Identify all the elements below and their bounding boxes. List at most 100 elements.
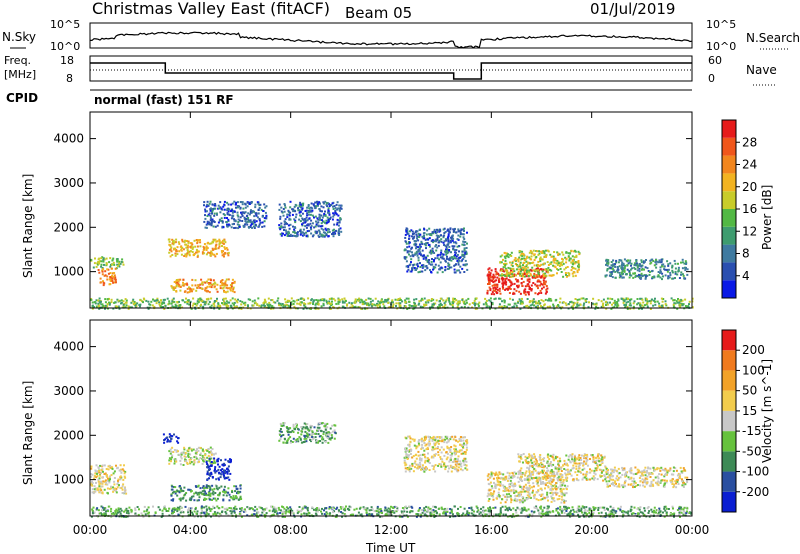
velocity-cell — [295, 438, 298, 441]
power-cell — [495, 273, 498, 276]
power-cell — [299, 210, 302, 213]
power-cell — [526, 284, 529, 287]
power-cell — [185, 254, 188, 257]
power-cell — [489, 300, 492, 303]
velocity-cell — [428, 438, 431, 441]
power-cell — [437, 241, 440, 244]
power-cell — [187, 299, 190, 302]
velocity-cell — [187, 456, 190, 458]
velocity-cell — [206, 494, 209, 497]
power-cell — [232, 288, 235, 291]
power-cell — [305, 235, 308, 238]
freq-tick-top: 18 — [60, 54, 74, 67]
power-cell — [315, 223, 318, 226]
power-cell — [535, 302, 537, 305]
velocity-cell — [117, 481, 120, 484]
velocity-cell — [297, 431, 300, 434]
power-cell — [653, 264, 656, 267]
power-cell — [640, 274, 643, 276]
power-cell — [236, 201, 239, 204]
velocity-cell — [436, 447, 439, 450]
power-cell — [116, 305, 119, 308]
velocity-cell — [169, 452, 172, 455]
power-cell — [595, 303, 598, 306]
power-cell — [185, 246, 188, 249]
power-cell — [439, 253, 442, 256]
power-cell — [318, 208, 321, 210]
velocity-cell — [418, 461, 421, 464]
velocity-cell — [172, 451, 175, 453]
power-cell — [112, 257, 115, 260]
power-cell — [111, 263, 114, 266]
power-cell — [432, 268, 434, 271]
power-cell — [524, 293, 527, 296]
power-cell — [185, 243, 187, 246]
power-cell — [542, 300, 545, 303]
power-cell — [258, 207, 261, 209]
power-cell — [607, 261, 610, 264]
power-cell — [182, 281, 184, 284]
power-cell — [537, 253, 540, 256]
velocity-cell — [461, 436, 464, 439]
power-cell — [226, 287, 229, 290]
power-cell — [452, 228, 455, 231]
velocity-cell — [434, 453, 437, 456]
power-cell — [519, 258, 522, 261]
velocity-cell — [499, 477, 502, 480]
power-cell — [227, 207, 230, 210]
power-cell — [664, 300, 667, 303]
power-cell — [671, 277, 674, 280]
power-cell — [438, 239, 441, 242]
velocity-cell — [113, 483, 116, 486]
power-cell — [286, 235, 289, 237]
power-cell — [499, 255, 502, 258]
power-cell — [312, 204, 315, 207]
power-cell — [241, 211, 244, 214]
power-cell — [315, 302, 318, 305]
power-cell — [643, 260, 646, 263]
power-cell — [243, 216, 246, 219]
power-cell — [162, 301, 165, 304]
velocity-cell — [106, 487, 109, 490]
power-cell — [550, 255, 553, 258]
power-cell — [536, 269, 539, 272]
power-cell — [395, 302, 398, 305]
velocity-cell — [171, 491, 174, 494]
power-cell — [175, 305, 177, 307]
power-cell — [543, 255, 546, 258]
velocity-cell — [179, 497, 182, 500]
power-cell — [403, 249, 406, 252]
power-cell — [537, 301, 540, 304]
power-cell — [237, 298, 239, 301]
power-cell — [301, 207, 304, 210]
power-cell — [658, 305, 661, 308]
power-cell — [418, 302, 421, 305]
velocity-cell — [404, 447, 406, 450]
power-cell — [191, 243, 194, 246]
velocity-cell — [193, 456, 196, 459]
power-cell — [502, 266, 505, 269]
power-cell — [466, 268, 469, 271]
power-cell — [616, 267, 619, 270]
power-cell — [258, 218, 261, 221]
power-cell — [168, 302, 171, 305]
power-cell — [530, 288, 533, 291]
power-cell — [145, 299, 148, 302]
velocity-cell — [419, 463, 422, 466]
velocity-cell — [325, 431, 328, 434]
power-cell — [179, 245, 182, 248]
power-cell — [452, 300, 454, 303]
power-cell — [541, 283, 544, 286]
power-cell — [531, 303, 534, 306]
velocity-cell — [201, 449, 204, 452]
velocity-cell — [326, 422, 329, 425]
power-cell — [575, 254, 578, 257]
velocity-cell — [498, 496, 501, 499]
power-cell — [309, 226, 312, 229]
velocity-cell — [102, 476, 104, 479]
power-cell — [515, 268, 518, 271]
power-cell — [208, 212, 211, 215]
velocity-cell — [178, 491, 181, 494]
power-cell — [253, 221, 256, 224]
velocity-cell — [222, 498, 225, 501]
